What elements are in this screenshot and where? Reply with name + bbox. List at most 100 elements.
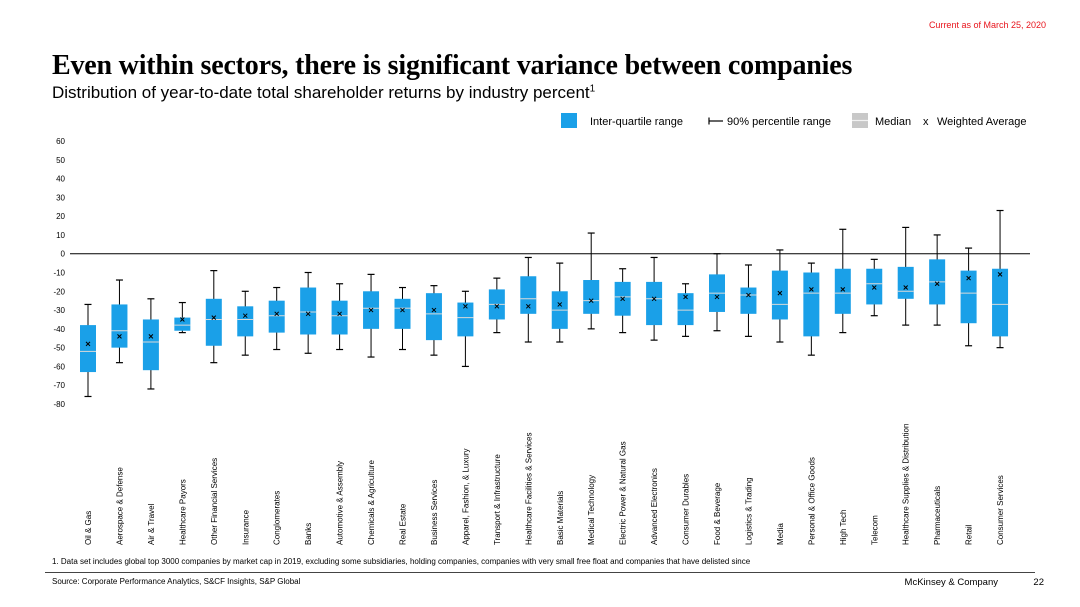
category-label: Healthcare Payors <box>178 479 187 545</box>
category-label: High Tech <box>839 510 848 545</box>
box-group <box>205 270 222 364</box>
category-label: Insurance <box>241 509 250 545</box>
footnote: 1. Data set includes global top 3000 com… <box>52 557 751 566</box>
box-group <box>80 303 96 398</box>
iqr-box <box>866 268 883 305</box>
legend-iqr-label: Inter-quartile range <box>590 116 683 128</box>
box-series <box>80 209 1009 398</box>
weighted-average-marker <box>966 275 971 281</box>
box-group <box>929 234 946 326</box>
category-label: Healthcare Supplies & Distribution <box>902 424 911 545</box>
category-label: Real Estate <box>399 503 408 545</box>
subtitle-text: Distribution of year-to-date total share… <box>52 83 590 102</box>
box-group <box>771 249 788 343</box>
weighted-average-marker <box>714 294 720 300</box>
page-number: 22 <box>1033 577 1044 588</box>
y-tick-label: -30 <box>53 306 65 315</box>
chart-legend: Inter-quartile range 90% percentile rang… <box>561 113 1027 128</box>
weighted-average-marker <box>463 303 468 309</box>
box-group <box>583 232 600 330</box>
weighted-average-marker <box>305 311 311 317</box>
y-tick-label: -80 <box>53 400 65 409</box>
box-group <box>551 262 568 343</box>
iqr-box <box>111 304 128 348</box>
category-label: Conglomerates <box>273 491 282 545</box>
box-group <box>897 226 914 326</box>
category-label: Consumer Durables <box>682 474 691 545</box>
box-group <box>960 247 977 347</box>
category-label: Pharmaceuticals <box>933 486 942 545</box>
box-group <box>866 258 883 317</box>
weighted-average-marker <box>85 341 91 347</box>
brand-name: McKinsey & Company <box>904 577 998 588</box>
iqr-box <box>740 287 757 314</box>
weighted-average-marker <box>620 296 626 302</box>
box-group <box>992 209 1009 349</box>
category-label: Oil & Gas <box>84 511 93 545</box>
iqr-box <box>174 317 191 331</box>
iqr-box <box>803 272 820 337</box>
iqr-box <box>237 306 254 337</box>
iqr-box <box>142 319 159 371</box>
y-tick-label: -40 <box>53 325 65 334</box>
weighted-average-marker <box>525 303 531 309</box>
box-group <box>300 271 317 354</box>
y-tick-label: -50 <box>53 344 65 353</box>
box-group <box>394 286 411 351</box>
iqr-box <box>205 298 222 346</box>
iqr-box <box>771 270 788 320</box>
category-label: Telecom <box>870 515 879 545</box>
page-title: Even within sectors, there is significan… <box>52 50 853 81</box>
iqr-box <box>960 270 977 324</box>
weighted-average-marker <box>274 311 280 317</box>
weighted-average-marker <box>117 334 122 339</box>
box-group <box>803 262 820 356</box>
box-group <box>174 301 191 334</box>
category-label: Aerospace & Defense <box>115 467 124 545</box>
weighted-average-marker <box>494 303 500 309</box>
legend-median-label: Median <box>875 116 911 128</box>
box-group <box>834 228 851 334</box>
legend-wavg-marker: x <box>923 116 929 128</box>
iqr-box <box>80 325 96 373</box>
weighted-average-marker <box>777 290 783 296</box>
category-label: Apparel, Fashion, & Luxury <box>461 449 470 546</box>
category-label: Other Financial Services <box>210 458 219 545</box>
y-tick-label: -70 <box>53 381 65 390</box>
box-group <box>142 298 159 390</box>
category-label: Business Services <box>430 480 439 545</box>
iqr-box <box>583 280 600 314</box>
box-group <box>268 286 285 351</box>
weighted-average-marker <box>557 302 563 307</box>
category-label: Advanced Electronics <box>650 468 659 545</box>
weighted-average-marker <box>148 334 154 339</box>
weighted-average-marker <box>588 298 594 304</box>
category-label: Banks <box>304 523 313 545</box>
box-group <box>488 277 505 334</box>
category-label: Personal & Office Goods <box>807 457 816 545</box>
legend-range-icon <box>708 117 723 125</box>
category-label: Retail <box>965 524 974 545</box>
box-group <box>457 290 474 368</box>
footer-divider <box>45 572 1035 573</box>
box-group <box>425 285 442 356</box>
iqr-box <box>268 300 285 333</box>
y-tick-label: -20 <box>53 287 65 296</box>
weighted-average-marker <box>934 281 940 287</box>
category-label: Medical Technology <box>587 475 596 545</box>
category-label: Transport & Infrastructure <box>493 454 502 545</box>
legend-range-label: 90% percentile range <box>727 116 831 128</box>
iqr-box <box>834 268 851 314</box>
y-tick-label: -60 <box>53 362 65 371</box>
y-tick-label: 40 <box>56 175 65 184</box>
weighted-average-marker <box>683 294 688 300</box>
category-label: Healthcare Facilities & Services <box>524 433 533 545</box>
weighted-average-marker <box>871 285 877 290</box>
category-label: Air & Travel <box>147 503 156 545</box>
weighted-average-marker <box>242 313 248 319</box>
y-tick-label: 20 <box>56 212 65 221</box>
weighted-average-marker <box>400 307 405 313</box>
box-group <box>237 290 254 356</box>
category-label: Basic Materials <box>556 491 565 545</box>
iqr-box <box>457 302 474 337</box>
